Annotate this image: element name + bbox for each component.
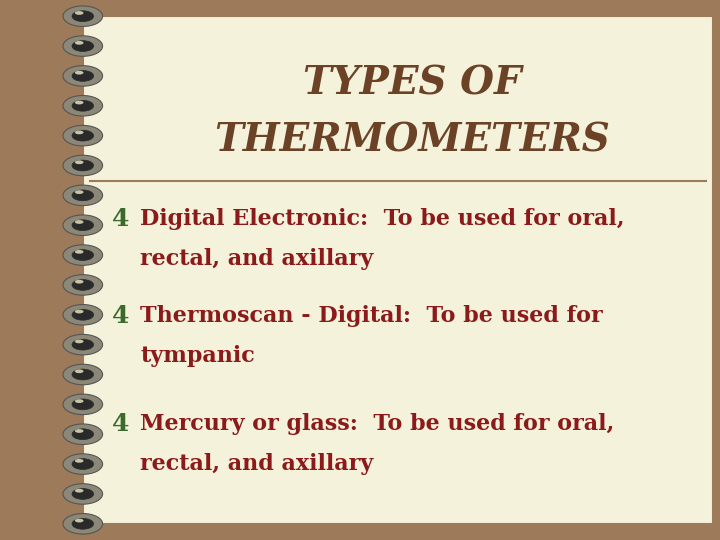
Ellipse shape bbox=[75, 309, 84, 313]
Ellipse shape bbox=[63, 424, 103, 444]
Ellipse shape bbox=[75, 280, 84, 284]
Ellipse shape bbox=[63, 155, 103, 176]
Ellipse shape bbox=[75, 41, 84, 45]
Ellipse shape bbox=[72, 309, 94, 320]
Text: Mercury or glass:  To be used for oral,: Mercury or glass: To be used for oral, bbox=[140, 413, 615, 435]
Ellipse shape bbox=[72, 339, 94, 350]
Text: tympanic: tympanic bbox=[140, 346, 255, 367]
Ellipse shape bbox=[63, 36, 103, 56]
Ellipse shape bbox=[63, 305, 103, 325]
FancyBboxPatch shape bbox=[83, 16, 713, 524]
Text: Digital Electronic:  To be used for oral,: Digital Electronic: To be used for oral, bbox=[140, 208, 625, 230]
Ellipse shape bbox=[63, 185, 103, 206]
Text: 4: 4 bbox=[112, 304, 129, 328]
Ellipse shape bbox=[72, 429, 94, 440]
Ellipse shape bbox=[72, 71, 94, 82]
Ellipse shape bbox=[63, 334, 103, 355]
Ellipse shape bbox=[75, 340, 84, 343]
Ellipse shape bbox=[75, 429, 84, 433]
Ellipse shape bbox=[63, 66, 103, 86]
Ellipse shape bbox=[75, 250, 84, 254]
Text: 4: 4 bbox=[112, 207, 129, 231]
Ellipse shape bbox=[72, 190, 94, 201]
Text: rectal, and axillary: rectal, and axillary bbox=[140, 454, 374, 475]
Ellipse shape bbox=[75, 100, 84, 104]
Ellipse shape bbox=[75, 399, 84, 403]
Ellipse shape bbox=[72, 489, 94, 500]
Ellipse shape bbox=[75, 518, 84, 523]
Ellipse shape bbox=[72, 130, 94, 141]
Ellipse shape bbox=[75, 160, 84, 164]
Text: 4: 4 bbox=[112, 412, 129, 436]
Text: rectal, and axillary: rectal, and axillary bbox=[140, 248, 374, 270]
Ellipse shape bbox=[75, 489, 84, 492]
Text: Thermoscan - Digital:  To be used for: Thermoscan - Digital: To be used for bbox=[140, 305, 603, 327]
Ellipse shape bbox=[75, 71, 84, 75]
Ellipse shape bbox=[72, 11, 94, 22]
Ellipse shape bbox=[72, 40, 94, 51]
Ellipse shape bbox=[63, 6, 103, 26]
Ellipse shape bbox=[75, 220, 84, 224]
Ellipse shape bbox=[63, 275, 103, 295]
Ellipse shape bbox=[63, 394, 103, 415]
Ellipse shape bbox=[72, 518, 94, 529]
Ellipse shape bbox=[72, 458, 94, 469]
Ellipse shape bbox=[63, 245, 103, 265]
Ellipse shape bbox=[72, 369, 94, 380]
Ellipse shape bbox=[75, 369, 84, 373]
Ellipse shape bbox=[63, 484, 103, 504]
Ellipse shape bbox=[63, 96, 103, 116]
Ellipse shape bbox=[63, 125, 103, 146]
Text: TYPES OF: TYPES OF bbox=[303, 65, 521, 103]
Ellipse shape bbox=[63, 364, 103, 385]
Ellipse shape bbox=[75, 459, 84, 463]
Ellipse shape bbox=[72, 220, 94, 231]
Ellipse shape bbox=[72, 280, 94, 291]
Ellipse shape bbox=[75, 190, 84, 194]
Ellipse shape bbox=[75, 131, 84, 134]
Ellipse shape bbox=[63, 454, 103, 474]
Ellipse shape bbox=[72, 249, 94, 260]
Text: THERMOMETERS: THERMOMETERS bbox=[215, 122, 610, 159]
Ellipse shape bbox=[75, 11, 84, 15]
Ellipse shape bbox=[72, 100, 94, 111]
Ellipse shape bbox=[72, 399, 94, 410]
Ellipse shape bbox=[63, 215, 103, 235]
Ellipse shape bbox=[72, 160, 94, 171]
Ellipse shape bbox=[63, 514, 103, 534]
